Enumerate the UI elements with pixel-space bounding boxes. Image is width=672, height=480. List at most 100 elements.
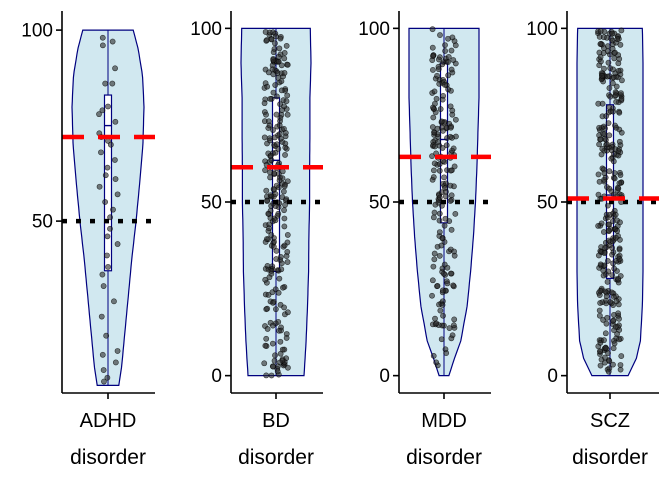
data-point: [599, 73, 606, 79]
chart-panels: 50 100 ADHD disorder 0 50 100 BD disorder 0 50 100 M…: [21, 11, 661, 469]
data-point: [280, 284, 286, 291]
data-point: [435, 66, 442, 73]
data-point: [608, 155, 615, 162]
data-point: [612, 122, 618, 129]
data-point: [434, 283, 441, 289]
data-point: [445, 72, 452, 79]
data-point: [105, 103, 111, 110]
data-point: [607, 65, 614, 72]
data-point: [431, 129, 438, 136]
data-point: [284, 259, 291, 265]
data-point: [262, 342, 269, 349]
y-tick-label: 100: [190, 19, 222, 40]
data-point: [610, 361, 616, 368]
data-point: [278, 260, 285, 267]
data-point: [441, 261, 448, 268]
data-point: [606, 132, 613, 139]
data-point: [597, 28, 604, 34]
x-tick-label: ADHD: [80, 410, 137, 432]
data-point: [276, 275, 283, 282]
data-point: [99, 34, 106, 41]
panel-adhd: 50 100 ADHD disorder: [21, 11, 157, 469]
data-point: [614, 217, 620, 224]
data-point: [595, 171, 602, 178]
data-point: [99, 42, 106, 49]
data-point: [104, 233, 111, 240]
data-point: [112, 65, 118, 72]
data-point: [443, 180, 449, 187]
data-point: [436, 210, 443, 217]
data-point: [433, 320, 440, 327]
data-point: [430, 263, 437, 270]
data-point: [431, 160, 438, 167]
data-point: [598, 58, 604, 65]
data-point: [442, 42, 448, 49]
x-tick-label: SCZ: [590, 410, 630, 432]
data-point: [268, 372, 275, 379]
data-point: [262, 167, 268, 174]
data-point: [281, 223, 288, 230]
data-point: [440, 312, 446, 319]
data-point: [436, 229, 443, 235]
data-point: [281, 125, 287, 132]
data-point: [441, 174, 448, 181]
data-point: [272, 217, 279, 224]
data-point: [268, 267, 275, 274]
data-point: [96, 111, 102, 118]
data-point: [432, 201, 439, 208]
data-point: [272, 134, 278, 141]
data-point: [604, 278, 611, 285]
data-point: [435, 139, 442, 145]
data-point: [616, 315, 622, 322]
data-point: [605, 227, 612, 234]
data-point: [429, 153, 435, 160]
data-point: [447, 103, 454, 110]
data-point: [274, 368, 281, 375]
data-point: [267, 137, 273, 144]
data-point: [262, 29, 269, 35]
data-point: [599, 145, 606, 152]
data-point: [452, 210, 459, 217]
data-point: [263, 187, 270, 194]
data-point: [114, 348, 121, 354]
data-point: [263, 335, 270, 342]
data-point: [263, 37, 270, 43]
y-tick-label: 50: [201, 193, 222, 214]
data-point: [264, 326, 271, 332]
data-point: [276, 131, 283, 137]
data-point: [270, 49, 277, 56]
data-point: [265, 210, 272, 217]
panel-mdd: 0 50 100 MDD disorder: [358, 11, 493, 469]
data-point: [100, 367, 107, 373]
data-point: [595, 223, 602, 229]
data-point: [270, 127, 276, 133]
data-point: [276, 177, 283, 184]
data-point: [442, 193, 449, 200]
data-point: [261, 360, 268, 367]
data-point: [103, 332, 110, 339]
data-point: [430, 104, 436, 111]
data-point: [612, 234, 619, 241]
y-tick-label: 100: [526, 19, 558, 40]
data-point: [431, 209, 438, 216]
data-point: [272, 82, 279, 88]
data-point: [278, 62, 285, 69]
data-point: [605, 268, 612, 275]
data-point: [283, 335, 290, 341]
data-point: [277, 254, 284, 260]
box-adhd: [103, 94, 113, 272]
data-point: [615, 310, 622, 317]
data-point: [99, 271, 106, 278]
data-point: [439, 287, 446, 294]
data-point: [275, 74, 282, 81]
data-point: [99, 107, 106, 114]
data-point: [439, 96, 446, 103]
data-point: [270, 89, 277, 96]
data-point: [104, 252, 110, 259]
data-point: [261, 100, 268, 107]
data-point: [110, 206, 116, 213]
data-point: [100, 283, 107, 289]
data-point: [279, 107, 286, 113]
data-point: [429, 277, 436, 284]
data-point: [270, 363, 277, 370]
